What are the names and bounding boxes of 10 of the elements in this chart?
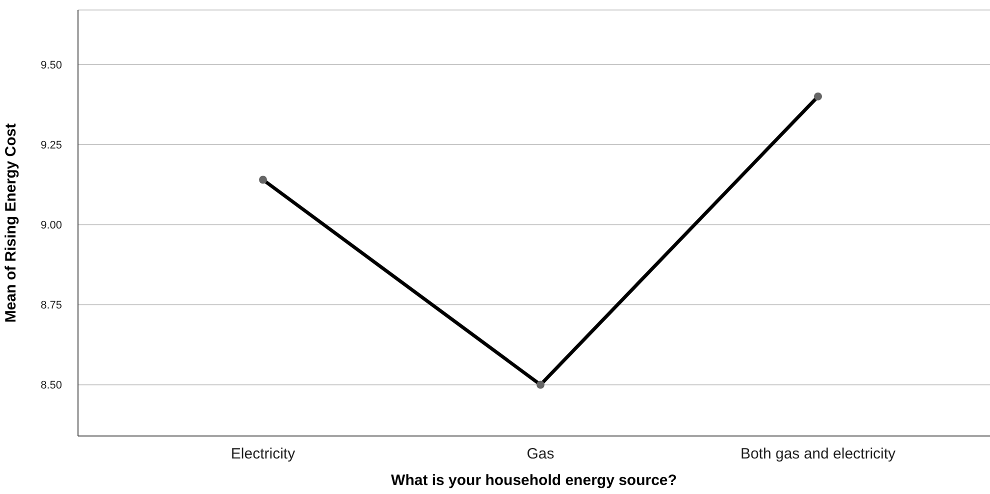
- x-tick-label: Gas: [526, 446, 554, 463]
- y-axis-title: Mean of Rising Energy Cost: [2, 123, 20, 323]
- y-tick-label: 9.00: [40, 220, 62, 232]
- x-tick-label: Both gas and electricity: [740, 446, 896, 463]
- y-tick-label: 9.50: [40, 59, 62, 72]
- y-tick-label: 8.50: [40, 380, 62, 392]
- x-tick-label: Electricity: [230, 446, 296, 463]
- y-tick-label: 9.25: [40, 139, 62, 152]
- x-axis-title: What is your household energy source?: [391, 472, 677, 489]
- y-tick-label: 8.75: [40, 300, 62, 312]
